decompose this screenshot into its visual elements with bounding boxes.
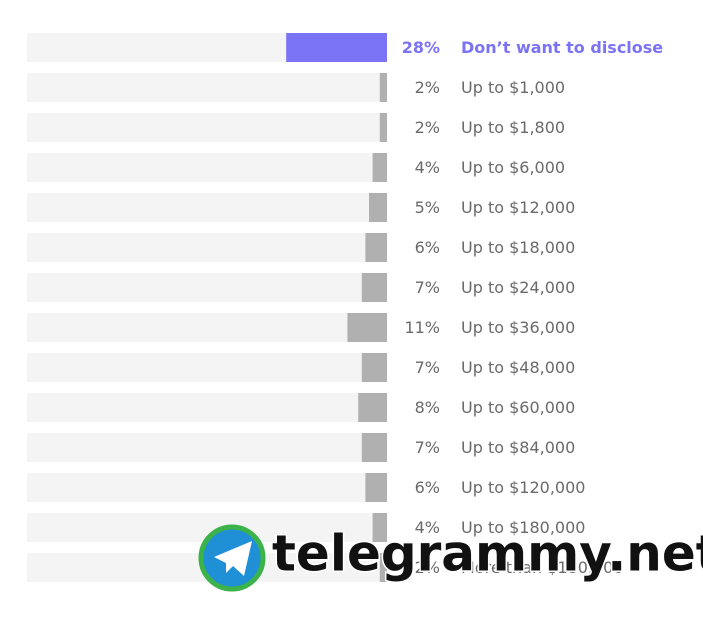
bar (365, 233, 387, 262)
bar (347, 313, 387, 342)
bar-track (27, 233, 387, 262)
category-label: Up to $48,000 (461, 358, 575, 377)
bar-track (27, 313, 387, 342)
category-label: Up to $24,000 (461, 278, 575, 297)
value-label: 8% (415, 398, 440, 417)
watermark: telegrammy.net (198, 523, 703, 592)
bar-track (27, 73, 387, 102)
category-label: More than $180,000 (461, 558, 624, 577)
category-label: Up to $120,000 (461, 478, 585, 497)
bar-track (27, 273, 387, 302)
category-label: Up to $1,000 (461, 78, 565, 97)
category-label: Up to $84,000 (461, 438, 575, 457)
bar (372, 513, 387, 542)
value-label: 28% (402, 38, 440, 57)
bar (358, 393, 387, 422)
watermark-text: telegrammy.net (272, 525, 703, 583)
rows: 28% Don’t want to disclose 2% Up to $1,000 2… (27, 33, 663, 582)
category-label: Up to $180,000 (461, 518, 585, 537)
watermark-plane (214, 541, 252, 576)
bar-track (27, 153, 387, 182)
bar (379, 553, 387, 582)
value-label: 2% (415, 118, 440, 137)
bar (361, 353, 387, 382)
value-label: 5% (415, 198, 440, 217)
bar (361, 273, 387, 302)
value-label: 6% (415, 238, 440, 257)
category-label: Up to $1,800 (461, 118, 565, 137)
category-label: Up to $12,000 (461, 198, 575, 217)
bar (379, 113, 387, 142)
category-label: Up to $36,000 (461, 318, 575, 337)
bar (379, 73, 387, 102)
category-label: Up to $18,000 (461, 238, 575, 257)
value-label: 11% (404, 318, 440, 337)
bar-track (27, 393, 387, 422)
category-label: Up to $60,000 (461, 398, 575, 417)
bar-track (27, 193, 387, 222)
value-label: 2% (415, 558, 440, 577)
bar-track (27, 353, 387, 382)
bar (361, 433, 387, 462)
value-label: 4% (415, 158, 440, 177)
value-label: 6% (415, 478, 440, 497)
bar (286, 33, 387, 62)
bar-track (27, 473, 387, 502)
bar-track (27, 113, 387, 142)
value-label: 7% (415, 278, 440, 297)
value-label: 7% (415, 438, 440, 457)
category-label: Up to $6,000 (461, 158, 565, 177)
category-label: Don’t want to disclose (461, 38, 663, 57)
value-label: 7% (415, 358, 440, 377)
bar-track (27, 433, 387, 462)
bar (372, 153, 387, 182)
value-label: 4% (415, 518, 440, 537)
bar (365, 473, 387, 502)
bar (369, 193, 387, 222)
value-label: 2% (415, 78, 440, 97)
